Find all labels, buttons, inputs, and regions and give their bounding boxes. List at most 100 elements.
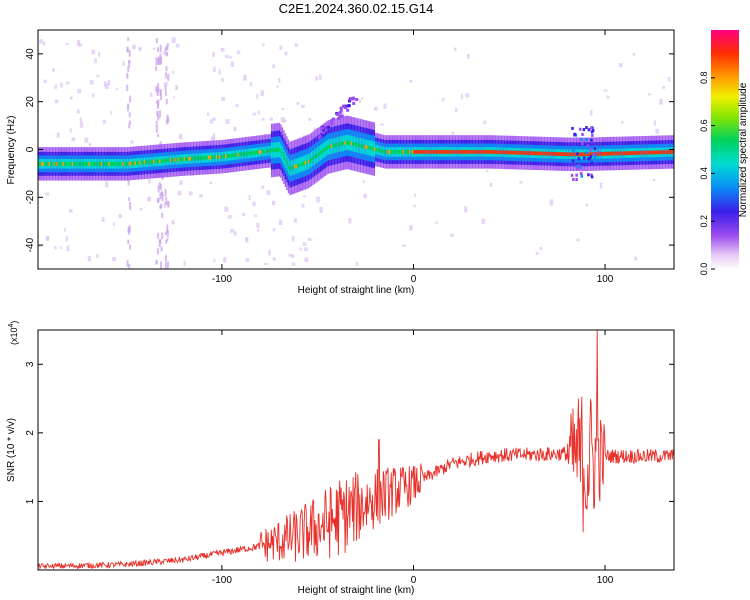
spectrogram-speckle: [241, 212, 245, 216]
spectrogram-ridge-core: [467, 149, 469, 154]
spectrogram-speckle: [603, 89, 608, 92]
spectrogram-ridge-core: [339, 142, 342, 146]
spectrogram-speckle: [414, 193, 417, 197]
spectrogram-ridge-core: [169, 158, 172, 163]
spectrogram-ridge-core: [57, 161, 60, 166]
spectrogram-ridge-core: [166, 158, 169, 163]
spectrogram-feature: [579, 171, 583, 175]
spectrogram-ridge-core: [103, 161, 106, 166]
snr-ytick-label: 1: [25, 498, 36, 504]
spectrogram-feature: [576, 166, 580, 170]
spectrogram-speckle: [43, 79, 47, 84]
spectrogram-ridge-core: [474, 149, 477, 154]
spectrogram-speckle: [303, 195, 306, 198]
spectrogram-ridge-core: [356, 142, 359, 147]
spectrogram-ridge-core: [229, 153, 231, 158]
spectrogram-ridge-core: [480, 149, 483, 154]
spectrogram-streak: [160, 246, 163, 252]
spectrogram-ridge-core: [224, 154, 227, 159]
spectrogram-ridge-core: [419, 149, 421, 154]
spectrogram-ridge-core: [39, 161, 41, 166]
spectrogram-ridge-core: [471, 149, 474, 154]
spectrogram-streak: [160, 57, 163, 64]
spectrogram-speckle: [212, 133, 216, 140]
spectrogram-speckle: [139, 47, 142, 52]
spectrogram-speckle: [454, 47, 457, 52]
spectrogram-ridge-core: [494, 150, 497, 154]
spectrogram-ridge-core: [330, 144, 333, 149]
spectrogram-streak: [165, 119, 168, 125]
spectrogram-speckle: [209, 181, 212, 185]
spectrogram-ridge-core: [670, 150, 673, 154]
spectrogram-ridge-core: [641, 150, 644, 155]
spectrogram-ridge-core: [531, 151, 533, 156]
spectrogram-speckle: [279, 153, 284, 156]
spectrogram-ridge-core: [441, 149, 443, 154]
spectrogram-ridge-core: [523, 151, 526, 155]
spectrogram-ridge-core: [203, 155, 205, 160]
spectrogram-speckle: [68, 209, 73, 213]
spectrogram-ridge-core: [87, 161, 89, 166]
spectrogram-ridge-core: [483, 149, 486, 154]
spectrogram-ridge-core: [583, 152, 585, 157]
spectrogram-ridge-core: [171, 158, 173, 162]
spectrogram-speckle: [110, 111, 113, 115]
spectrogram-speckle: [220, 78, 225, 82]
spectrogram-speckle: [188, 191, 193, 196]
spectrogram-feature: [580, 142, 584, 146]
spectrogram-streak: [159, 192, 162, 200]
spectrogram-ridge-core: [133, 161, 135, 166]
spectrogram-speckle: [171, 37, 176, 44]
spectrogram-ridge-core: [488, 149, 490, 154]
spectrogram-speckle: [262, 43, 265, 46]
spectrogram-ridge-core: [588, 152, 590, 157]
spectrogram-speckle: [576, 238, 580, 242]
spectrogram-ridge-core: [618, 151, 621, 156]
spectrogram-ridge-core: [74, 161, 77, 166]
spectrogram-ridge-core: [367, 145, 369, 150]
spectrogram-ridge-core: [503, 150, 506, 155]
spectrogram-speckle: [252, 112, 256, 116]
spectrogram-streak: [127, 239, 130, 245]
spectrogram-ridge-core: [557, 152, 559, 156]
spectrogram-speckle: [294, 218, 297, 223]
spectrogram-ridge-core: [286, 161, 288, 166]
snr-xtick-label: 0: [411, 575, 417, 586]
spectrogram-speckle: [163, 201, 167, 208]
spectrogram-ridge-core: [180, 157, 182, 162]
spectrogram-ridge-core: [172, 158, 175, 162]
spectrogram-speckle: [56, 132, 60, 138]
spectrogram-ridge-core: [336, 142, 339, 147]
spectrogram-ridge-core: [499, 150, 501, 155]
spectrogram-streak: [155, 57, 158, 66]
spectrogram-speckle: [224, 206, 229, 212]
spectrogram-ridge-core: [139, 160, 141, 165]
spectrogram-speckle: [78, 43, 82, 47]
spectrogram-ridge-core: [198, 156, 201, 161]
spectrogram-ridge-core: [105, 161, 107, 166]
spectrogram-ridge-core: [263, 149, 265, 154]
spectrogram-speckle: [435, 221, 438, 225]
spectrogram-ridge-core: [252, 150, 254, 155]
colorbar-scale: [711, 30, 739, 269]
spectrogram-ridge-core: [174, 157, 176, 162]
spectrogram-ridge-core: [48, 161, 51, 166]
spectrogram-ridge-core: [647, 150, 650, 155]
spectrogram-speckle: [88, 142, 92, 146]
spectrogram-ridge-core: [300, 162, 302, 167]
spectrogram-speckle: [177, 190, 182, 196]
spectrogram-ridge-core: [122, 161, 124, 166]
spectrogram-ridge-core: [149, 159, 152, 164]
spectrogram-ridge-core: [335, 143, 337, 148]
spectrogram-ridge-core: [506, 150, 509, 155]
spectrogram-speckle: [183, 260, 186, 267]
spectrogram-ridge-core: [111, 161, 113, 166]
spectrogram-speckle: [105, 181, 109, 188]
spectrogram-speckle: [132, 44, 136, 50]
spectrogram-ridge-core: [359, 143, 362, 148]
spectrogram-feature: [577, 157, 581, 161]
spectrogram-ridge-core: [572, 152, 575, 157]
spectrogram-ridge-core: [615, 151, 618, 156]
spectrogram-feature: [597, 150, 600, 154]
spectrogram-speckle: [212, 51, 215, 57]
